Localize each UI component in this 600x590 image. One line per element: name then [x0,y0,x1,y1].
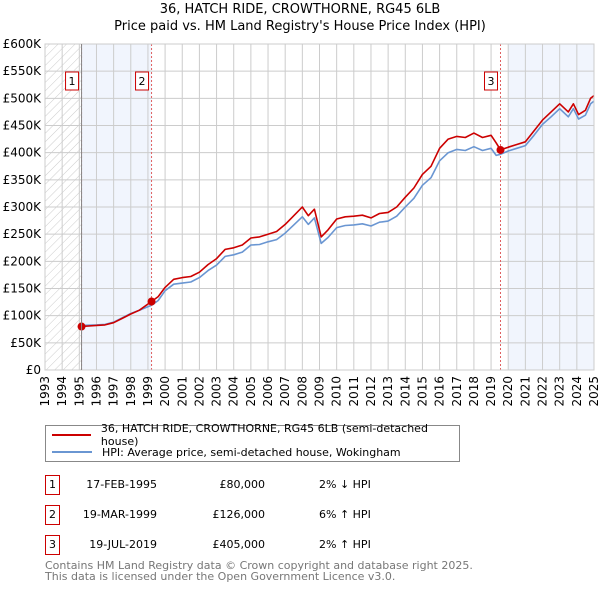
sale-label-box [65,71,80,91]
sale-label-box [483,71,498,91]
sale-number-badge: 2 [45,505,60,525]
legend-label-property: 36, HATCH RIDE, CROWTHORNE, RG45 6LB (se… [100,422,428,448]
hpi-line [81,100,595,327]
sale-price: £126,000 [212,508,266,521]
sale-row: 1 17-FEB-1995 £80,000 2% ↓ HPI [0,475,600,495]
x-tick-label: 2000 [158,376,172,407]
sale-date: 19-MAR-1999 [82,508,157,521]
y-tick-label: £150K [3,282,43,296]
x-tick-label: 2023 [553,376,567,407]
legend-swatch-red [52,434,91,436]
x-tick-label: 2019 [484,376,498,407]
x-tick-label: 2013 [381,376,395,407]
chart-subtitle: Price paid vs. HM Land Registry's House … [114,19,486,34]
sale-point [147,297,156,306]
chart-legend: 36, HATCH RIDE, CROWTHORNE, RG45 6LB (se… [45,422,460,462]
x-tick-label: 1994 [55,376,69,407]
x-tick-label: 1996 [89,376,103,407]
sale-date: 19-JUL-2019 [89,538,157,551]
footer-licence: This data is licensed under the Open Gov… [45,570,396,583]
x-tick-label: 2010 [330,376,344,407]
y-tick-label: £350K [3,173,43,187]
x-tick-label: 2005 [244,376,258,407]
x-tick-label: 1998 [124,376,138,407]
sale-point [496,145,505,154]
sale-hpi-diff: 6% ↑ HPI [319,508,371,521]
sale-label-box [135,71,150,91]
x-tick-label: 2007 [278,376,292,407]
x-tick-label: 2001 [175,376,189,407]
legend-swatch-blue [52,451,92,453]
y-tick-label: £500K [3,91,43,105]
property-price-line [81,94,595,328]
y-tick-label: £550K [3,64,43,78]
y-tick-label: £250K [3,227,43,241]
y-tick-label: £600K [3,37,43,51]
x-tick-label: 2017 [450,376,464,407]
chart-title: 36, HATCH RIDE, CROWTHORNE, RG45 6LB [159,2,441,17]
sale-price: £405,000 [212,538,266,551]
sale-number-badge: 3 [45,535,60,555]
sale-price: £80,000 [219,478,266,491]
plot-border [44,43,595,371]
x-tick-label: 2008 [295,376,309,407]
x-tick-label: 2002 [192,376,206,407]
x-tick-label: 1997 [107,376,121,407]
x-tick-label: 2009 [313,376,327,407]
y-tick-label: £50K [10,336,42,350]
x-tick-label: 2024 [570,376,584,407]
x-tick-label: 2014 [398,376,412,407]
x-tick-label: 1999 [141,376,155,407]
sale-label: 1 [69,75,76,88]
sale-number-badge: 1 [45,475,60,495]
y-tick-label: £100K [3,309,43,323]
sale-row: 2 19-MAR-1999 £126,000 6% ↑ HPI [0,505,600,525]
x-tick-label: 2025 [587,376,600,407]
legend-item-hpi: HPI: Average price, semi-detached house,… [52,444,401,460]
x-tick-label: 2022 [536,376,550,407]
sale-label: 3 [487,75,494,88]
y-tick-label: £400K [3,146,43,160]
x-tick-label: 2003 [210,376,224,407]
sale-hpi-diff: 2% ↑ HPI [319,538,371,551]
sale-date: 17-FEB-1995 [86,478,157,491]
footer-copyright: Contains HM Land Registry data © Crown c… [45,559,473,572]
x-tick-label: 2021 [518,376,532,407]
x-tick-label: 1993 [38,376,52,407]
sale-row: 3 19-JUL-2019 £405,000 2% ↑ HPI [0,535,600,555]
x-tick-label: 2004 [227,376,241,407]
x-tick-label: 2012 [364,376,378,407]
x-tick-label: 2006 [261,376,275,407]
y-tick-label: £450K [3,119,43,133]
sale-label: 2 [139,75,146,88]
y-tick-label: £300K [3,200,43,214]
x-tick-label: 2011 [347,376,361,407]
y-tick-label: £0 [26,363,41,377]
x-tick-label: 2015 [415,376,429,407]
x-tick-label: 2016 [433,376,447,407]
sale-hpi-diff: 2% ↓ HPI [319,478,371,491]
legend-item-property: 36, HATCH RIDE, CROWTHORNE, RG45 6LB (se… [52,422,459,448]
x-tick-label: 2018 [467,376,481,407]
y-tick-label: £200K [3,254,43,268]
legend-label-hpi: HPI: Average price, semi-detached house,… [102,445,401,459]
x-tick-label: 2020 [501,376,515,407]
x-tick-label: 1995 [72,376,86,407]
